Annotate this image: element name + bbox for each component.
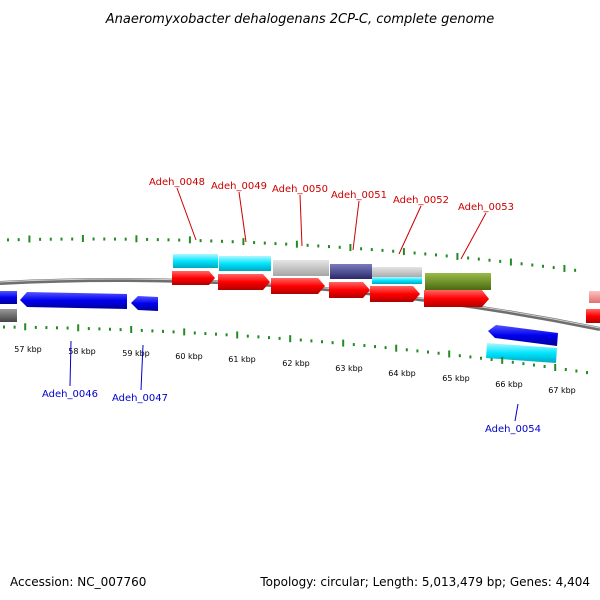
feature-box	[273, 260, 329, 276]
gene-label[interactable]: Adeh_0053	[458, 202, 514, 213]
kbp-label: 57 kbp	[14, 345, 42, 354]
upper-tick-track	[7, 235, 577, 272]
forward-cds-arrow	[218, 274, 270, 290]
kbp-label: 59 kbp	[122, 349, 150, 358]
kbp-label: 62 kbp	[282, 359, 310, 368]
gene-label[interactable]: Adeh_0051	[331, 190, 387, 201]
feature-box-partial	[589, 291, 600, 303]
reverse-cds-arrow	[131, 296, 158, 311]
kbp-label: 58 kbp	[68, 347, 96, 356]
top-feature-row	[173, 254, 600, 303]
feature-box	[372, 277, 422, 284]
kbp-label: 66 kbp	[495, 380, 523, 389]
feature-box	[173, 254, 218, 268]
kbp-label-group: 57 kbp 58 kbp 59 kbp 60 kbp 61 kbp 62 kbp 63 k…	[14, 345, 576, 395]
gene-leader-line	[238, 191, 247, 243]
reverse-strand-cds	[0, 291, 558, 363]
forward-cds-arrow	[172, 271, 215, 285]
forward-cds-arrow	[329, 282, 370, 298]
kbp-label: 60 kbp	[175, 352, 203, 361]
accession-text: Accession: NC_007760	[10, 575, 146, 589]
feature-box	[372, 267, 422, 278]
feature-box	[330, 264, 372, 279]
forward-cds-arrow	[370, 286, 420, 302]
kbp-label: 65 kbp	[442, 374, 470, 383]
kbp-label: 63 kbp	[335, 364, 363, 373]
reverse-cds-arrow-partial	[0, 291, 17, 304]
gene-leader-line	[514, 403, 519, 422]
gene-leader-line	[140, 344, 144, 391]
kbp-label: 64 kbp	[388, 369, 416, 378]
kbp-label: 61 kbp	[228, 355, 256, 364]
gene-leader-line	[352, 200, 360, 251]
gene-label[interactable]: Adeh_0052	[393, 195, 449, 206]
genome-summary-text: Topology: circular; Length: 5,013,479 bp…	[259, 575, 590, 589]
feature-box	[425, 273, 491, 290]
gene-label[interactable]: Adeh_0048	[149, 177, 205, 188]
reverse-cds-arrow	[488, 325, 558, 346]
gene-label[interactable]: Adeh_0054	[485, 424, 541, 435]
gene-leader-line	[460, 212, 487, 260]
gene-leader-line	[176, 187, 197, 241]
kbp-label: 67 kbp	[548, 386, 576, 395]
gene-leader-line	[398, 205, 422, 255]
reverse-cds-arrow	[20, 292, 127, 309]
gene-leader-line	[69, 340, 72, 387]
gene-label[interactable]: Adeh_0047	[112, 393, 168, 404]
gene-label[interactable]: Adeh_0050	[272, 184, 328, 195]
forward-cds-arrow-partial	[586, 309, 600, 323]
map-title: Anaeromyxobacter dehalogenans 2CP-C, com…	[105, 12, 494, 27]
feature-box-partial	[0, 309, 17, 322]
feature-box	[219, 256, 271, 271]
feature-box	[486, 343, 557, 363]
forward-strand-cds	[172, 271, 600, 323]
gene-leader-line	[299, 194, 303, 247]
gene-label[interactable]: Adeh_0049	[211, 181, 267, 192]
forward-cds-arrow	[271, 278, 325, 294]
forward-cds-arrow	[424, 290, 489, 307]
gene-label[interactable]: Adeh_0046	[42, 389, 98, 400]
lower-tick-track	[3, 323, 588, 375]
